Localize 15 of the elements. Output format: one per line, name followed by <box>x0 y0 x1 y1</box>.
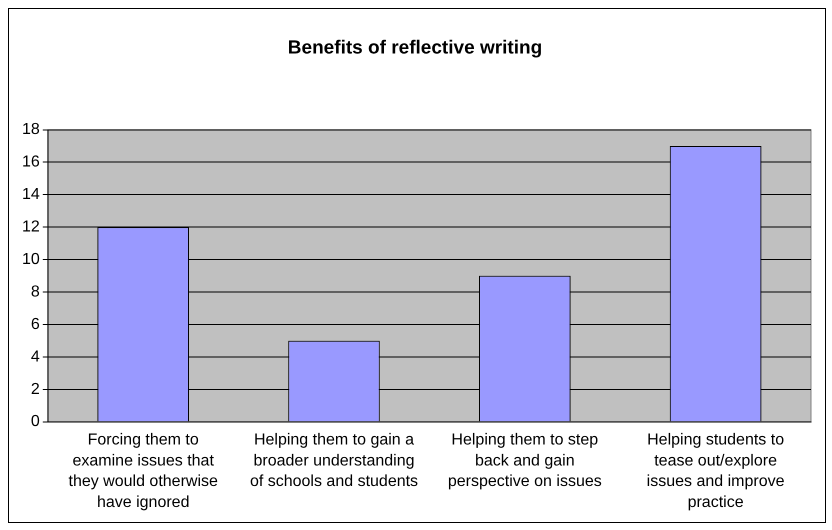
y-tick-label: 14 <box>22 186 40 204</box>
chart-title: Benefits of reflective writing <box>288 38 542 59</box>
y-tick-label: 0 <box>30 413 40 430</box>
x-tick-label: Forcing them to examine issues that they would otherwise have ignored <box>68 432 218 512</box>
x-tick-label: Helping them to gain a broader understanding of schools and students <box>250 432 418 490</box>
x-tick-label: Helping students to tease out/explore issues and improve practice <box>646 432 785 512</box>
y-tick-label: 6 <box>30 316 40 333</box>
y-tick-label: 4 <box>30 348 40 366</box>
y-tick-label: 16 <box>22 154 40 171</box>
y-tick-label: 18 <box>22 121 40 138</box>
y-tick-label: 10 <box>22 250 40 268</box>
x-tick-label: Helping them to step back and gain perspective on issues <box>448 432 602 490</box>
y-tick-label: 12 <box>22 218 40 236</box>
y-tick-label: 2 <box>30 380 40 398</box>
y-tick-label: 8 <box>30 283 40 300</box>
